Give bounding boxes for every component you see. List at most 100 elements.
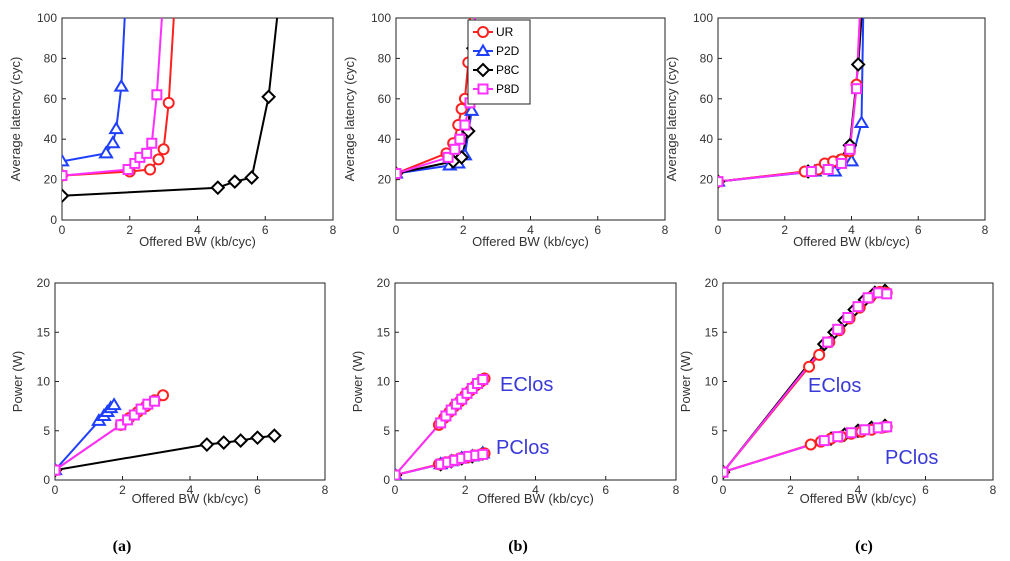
x-tick-label: 2 — [462, 483, 469, 497]
data-point-ur — [804, 438, 817, 451]
y-axis-label: Power (W) — [678, 351, 693, 412]
legend-label-p8d: P8D — [496, 82, 520, 96]
y-tick-label: 10 — [377, 375, 391, 389]
x-tick-label: 8 — [982, 223, 989, 237]
chart-c-top: 0 2 4 6 8 20 40 60 80 100 Offered BW (kb/cyc) Ave… — [664, 11, 989, 249]
data-point-p8d — [146, 137, 158, 149]
legend-entry-p8c: P8C — [473, 62, 520, 78]
data-point-p8d — [805, 166, 817, 178]
data-point-p2d — [106, 397, 122, 411]
data-point-p8d — [835, 157, 847, 169]
data-point-p2d — [853, 115, 870, 129]
data-point-p8d — [395, 469, 401, 480]
y-tick-label: 15 — [377, 325, 391, 339]
y-tick-label: 5 — [711, 424, 718, 438]
plot-frame — [54, 282, 326, 481]
x-tick-label: 0 — [52, 483, 59, 497]
legend-label-p2d: P2D — [496, 44, 520, 58]
y-tick-label: 40 — [700, 132, 714, 146]
plot-frame — [717, 17, 986, 221]
data-point-p8c — [250, 430, 265, 446]
x-axis-label: Offered BW (kb/cyc) — [477, 491, 594, 506]
y-tick-label: 20 — [44, 173, 58, 187]
x-tick-label: 0 — [393, 223, 400, 237]
data-point-p8d — [723, 466, 729, 478]
legend-entry-p2d: P2D — [473, 43, 520, 58]
annotation-pclos: PClos — [496, 437, 549, 459]
data-point-p2d — [98, 145, 114, 159]
data-point-ur — [157, 389, 169, 402]
chart-a-bottom: 0 2 4 6 8 0 5 10 15 20 Offered BW (kb/cyc) Power … — [10, 276, 329, 506]
y-tick-label: 100 — [37, 11, 57, 25]
legend-label-p8c: P8C — [496, 63, 520, 77]
y-tick-label: 0 — [383, 473, 390, 487]
data-point-p8c — [199, 437, 215, 452]
data-point-ur — [152, 153, 165, 166]
chart-b-bottom: 0 2 4 6 8 0 5 10 15 20 Offered BW (kb/cyc) Power … — [350, 276, 680, 506]
data-point-p8d — [477, 374, 489, 386]
data-point-ur — [157, 143, 170, 156]
data-point-p8d — [844, 143, 856, 155]
x-tick-label: 4 — [848, 223, 855, 237]
y-tick-label: 20 — [377, 276, 391, 290]
legend-marker-p2d — [475, 43, 491, 56]
y-tick-label: 20 — [378, 173, 392, 187]
data-point-ur — [813, 348, 826, 361]
legend-marker-p8c — [475, 62, 491, 78]
data-point-ur — [144, 163, 157, 176]
y-tick-label: 5 — [383, 424, 390, 438]
y-tick-label: 20 — [37, 276, 51, 290]
legend: UR P2D P8C P8D — [467, 19, 531, 105]
data-point-p8c — [233, 433, 249, 449]
y-tick-label: 5 — [43, 424, 50, 438]
data-point-p8d — [151, 89, 163, 101]
x-tick-label: 6 — [915, 223, 922, 237]
data-point-p8c — [850, 57, 866, 72]
data-point-p8d — [454, 133, 466, 145]
data-point-p8c — [227, 174, 243, 190]
data-point-p8c — [261, 89, 277, 105]
data-point-p8c — [216, 435, 232, 450]
x-tick-label: 2 — [460, 223, 467, 237]
data-point-p8d — [818, 435, 830, 447]
chart-b-top: 0 2 4 6 8 20 40 60 80 100 Offered BW (kb/cyc) Ave… — [342, 11, 669, 249]
data-point-p8d — [845, 427, 857, 439]
data-point-p8d — [852, 301, 864, 313]
x-tick-label: 4 — [527, 223, 534, 237]
data-point-p8d — [459, 119, 471, 131]
y-tick-label: 60 — [700, 92, 714, 106]
caption-a: (a) — [113, 538, 132, 555]
y-tick-label: 60 — [378, 92, 392, 106]
x-axis-label: Offered BW (kb/cyc) — [793, 234, 910, 249]
annotation-pclos: PClos — [885, 447, 938, 469]
x-tick-label: 0 — [392, 483, 399, 497]
data-point-p2d — [105, 135, 121, 149]
data-point-p8d — [851, 83, 863, 95]
y-tick-label: 100 — [371, 11, 391, 25]
x-axis-label: Offered BW (kb/cyc) — [472, 234, 589, 249]
x-axis-label: Offered BW (kb/cyc) — [800, 491, 917, 506]
y-axis-label: Average latency (cyc) — [342, 57, 357, 182]
data-point-ur — [162, 96, 175, 109]
y-tick-label: 80 — [700, 51, 714, 65]
y-tick-label: 60 — [44, 92, 58, 106]
y-tick-label: 10 — [37, 375, 51, 389]
data-point-p8d — [822, 164, 834, 175]
data-point-p8c — [244, 170, 260, 185]
x-tick-label: 8 — [322, 483, 329, 497]
x-axis-label: Offered BW (kb/cyc) — [139, 234, 256, 249]
data-point-p8d — [62, 170, 68, 182]
caption-b: (b) — [508, 538, 528, 555]
data-point-p8c — [210, 180, 226, 196]
x-tick-label: 4 — [187, 483, 194, 497]
data-point-p2d — [113, 78, 130, 92]
legend-label-ur: UR — [496, 25, 514, 39]
annotation-eclos: EClos — [808, 375, 861, 397]
legend-marker-p8d — [477, 83, 489, 95]
y-tick-label: 40 — [378, 132, 392, 146]
x-tick-label: 4 — [855, 483, 862, 497]
caption-c: (c) — [855, 538, 873, 555]
x-tick-label: 2 — [126, 223, 133, 237]
data-point-p2d — [463, 102, 480, 116]
y-axis-label: Average latency (cyc) — [8, 57, 23, 182]
